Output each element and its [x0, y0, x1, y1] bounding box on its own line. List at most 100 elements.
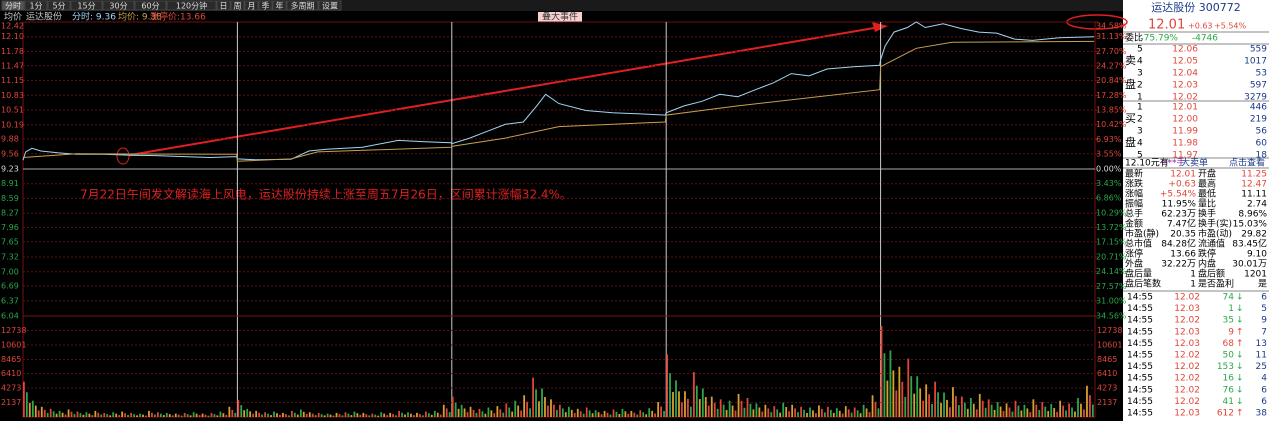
- volume-bar: [225, 414, 228, 417]
- y2-tick-label: 20.71%: [1096, 253, 1127, 262]
- volume-bar: [505, 403, 508, 417]
- volume-bar: [523, 395, 526, 417]
- volume-bar: [279, 414, 281, 417]
- tick-price: 12.02: [1174, 397, 1200, 407]
- toolbar-button-bg[interactable]: [47, 0, 71, 11]
- volume-tick-label-right: 12738: [1097, 326, 1122, 335]
- volume-bar: [827, 406, 829, 417]
- volume-bar: [642, 412, 645, 417]
- toolbar-button[interactable]: 1分: [29, 2, 42, 11]
- volume-bar: [553, 404, 555, 417]
- toolbar-button-bg[interactable]: [272, 0, 287, 11]
- toolbar-button[interactable]: 年: [276, 1, 284, 11]
- volume-bar: [380, 412, 383, 417]
- toolbar-button-bg[interactable]: [134, 0, 167, 11]
- volume-bar: [886, 380, 889, 417]
- toolbar-button-bg[interactable]: [230, 0, 245, 11]
- volume-bar: [67, 409, 70, 417]
- volume-bar: [37, 410, 40, 417]
- volume-bar: [1062, 405, 1065, 417]
- big-order: 大卖单: [1181, 157, 1208, 169]
- y-tick-label: 7.00: [1, 267, 19, 276]
- tick-count: 4: [1261, 374, 1267, 384]
- volume-bar: [645, 414, 648, 417]
- y2-tick-label: 0.00%: [1096, 165, 1122, 174]
- volume-bar: [898, 366, 901, 417]
- volume-bar: [907, 358, 910, 417]
- volume-bar: [993, 409, 996, 417]
- toolbar-button[interactable]: 日: [220, 2, 228, 11]
- volume-bar: [868, 412, 871, 417]
- volume-bar: [457, 408, 460, 417]
- volume-bar: [678, 391, 680, 417]
- volume-bar: [946, 399, 948, 417]
- y2-tick-label: 34.58%: [1096, 22, 1127, 31]
- toolbar-button[interactable]: 周: [234, 2, 242, 11]
- toolbar-button[interactable]: 设置: [322, 1, 338, 11]
- toolbar-button[interactable]: 15分: [77, 2, 95, 11]
- toolbar-button[interactable]: 60分: [141, 2, 159, 11]
- tick-count: 6: [1261, 397, 1267, 407]
- volume-bar: [746, 397, 749, 417]
- volume-bar: [713, 402, 716, 417]
- volume-bar: [55, 413, 58, 417]
- volume-bar: [308, 412, 311, 417]
- book-volume: 1017: [1244, 57, 1267, 67]
- volume-bar: [693, 372, 695, 417]
- toolbar-button-bg[interactable]: [24, 0, 48, 11]
- stat-label: 涨幅: [1125, 188, 1143, 200]
- toolbar-button[interactable]: 30分: [109, 2, 127, 11]
- toolbar-button-bg[interactable]: [102, 0, 135, 11]
- volume-bar: [752, 409, 755, 417]
- volume-bar: [282, 412, 284, 417]
- toolbar-button[interactable]: 月: [248, 2, 256, 11]
- toolbar-button[interactable]: 分时: [5, 1, 21, 11]
- volume-bar: [359, 414, 362, 417]
- event-tab-bg[interactable]: [538, 12, 582, 22]
- volume-bar: [258, 412, 261, 417]
- volume-bar: [377, 415, 380, 417]
- volume-bar: [23, 381, 25, 417]
- volume-bar: [198, 415, 201, 417]
- toolbar-button-bg[interactable]: [258, 0, 273, 11]
- volume-bar: [228, 406, 231, 417]
- toolbar-button-bg[interactable]: [1, 0, 25, 11]
- y2-tick-label: 27.70%: [1096, 47, 1127, 56]
- volume-bar: [579, 411, 582, 417]
- toolbar-button[interactable]: 季: [262, 1, 270, 11]
- toolbar-button-bg[interactable]: [318, 0, 342, 11]
- toolbar-button[interactable]: 120分钟: [176, 1, 207, 11]
- volume-bar: [162, 415, 165, 417]
- y2-tick-label: 13.72%: [1096, 223, 1127, 232]
- y-tick-label: 11.47: [1, 61, 24, 70]
- book-level: 1: [1137, 93, 1143, 103]
- toolbar-button-bg[interactable]: [244, 0, 259, 11]
- volume-bar: [127, 414, 129, 417]
- volume-bar: [335, 412, 338, 417]
- toolbar-button[interactable]: 多周期: [291, 1, 315, 11]
- volume-bar: [466, 412, 469, 417]
- volume-bar: [561, 408, 564, 417]
- volume-bar: [320, 414, 323, 417]
- volume-bar: [1008, 407, 1011, 417]
- toolbar-button[interactable]: 5分: [52, 2, 65, 11]
- toolbar-button-bg[interactable]: [286, 0, 319, 11]
- volume-bar: [567, 406, 570, 417]
- volume-bar: [1026, 408, 1029, 417]
- volume-bar: [532, 377, 534, 417]
- toolbar-button-bg[interactable]: [166, 0, 217, 11]
- volume-bar: [1035, 404, 1038, 417]
- volume-bar: [481, 411, 484, 417]
- toolbar-button-bg[interactable]: [216, 0, 231, 11]
- y2-tick-label: 17.28%: [1096, 91, 1127, 100]
- volume-bar: [273, 411, 275, 417]
- volume-bar: [535, 389, 537, 417]
- volume-bar: [1056, 411, 1059, 417]
- volume-bar: [728, 400, 731, 417]
- event-tab[interactable]: 叠大事件: [542, 11, 578, 23]
- volume-bar: [58, 410, 61, 417]
- stat-value: 11.95%: [1162, 200, 1197, 210]
- stat-label: 盘后量: [1125, 268, 1152, 280]
- toolbar-button-bg[interactable]: [70, 0, 103, 11]
